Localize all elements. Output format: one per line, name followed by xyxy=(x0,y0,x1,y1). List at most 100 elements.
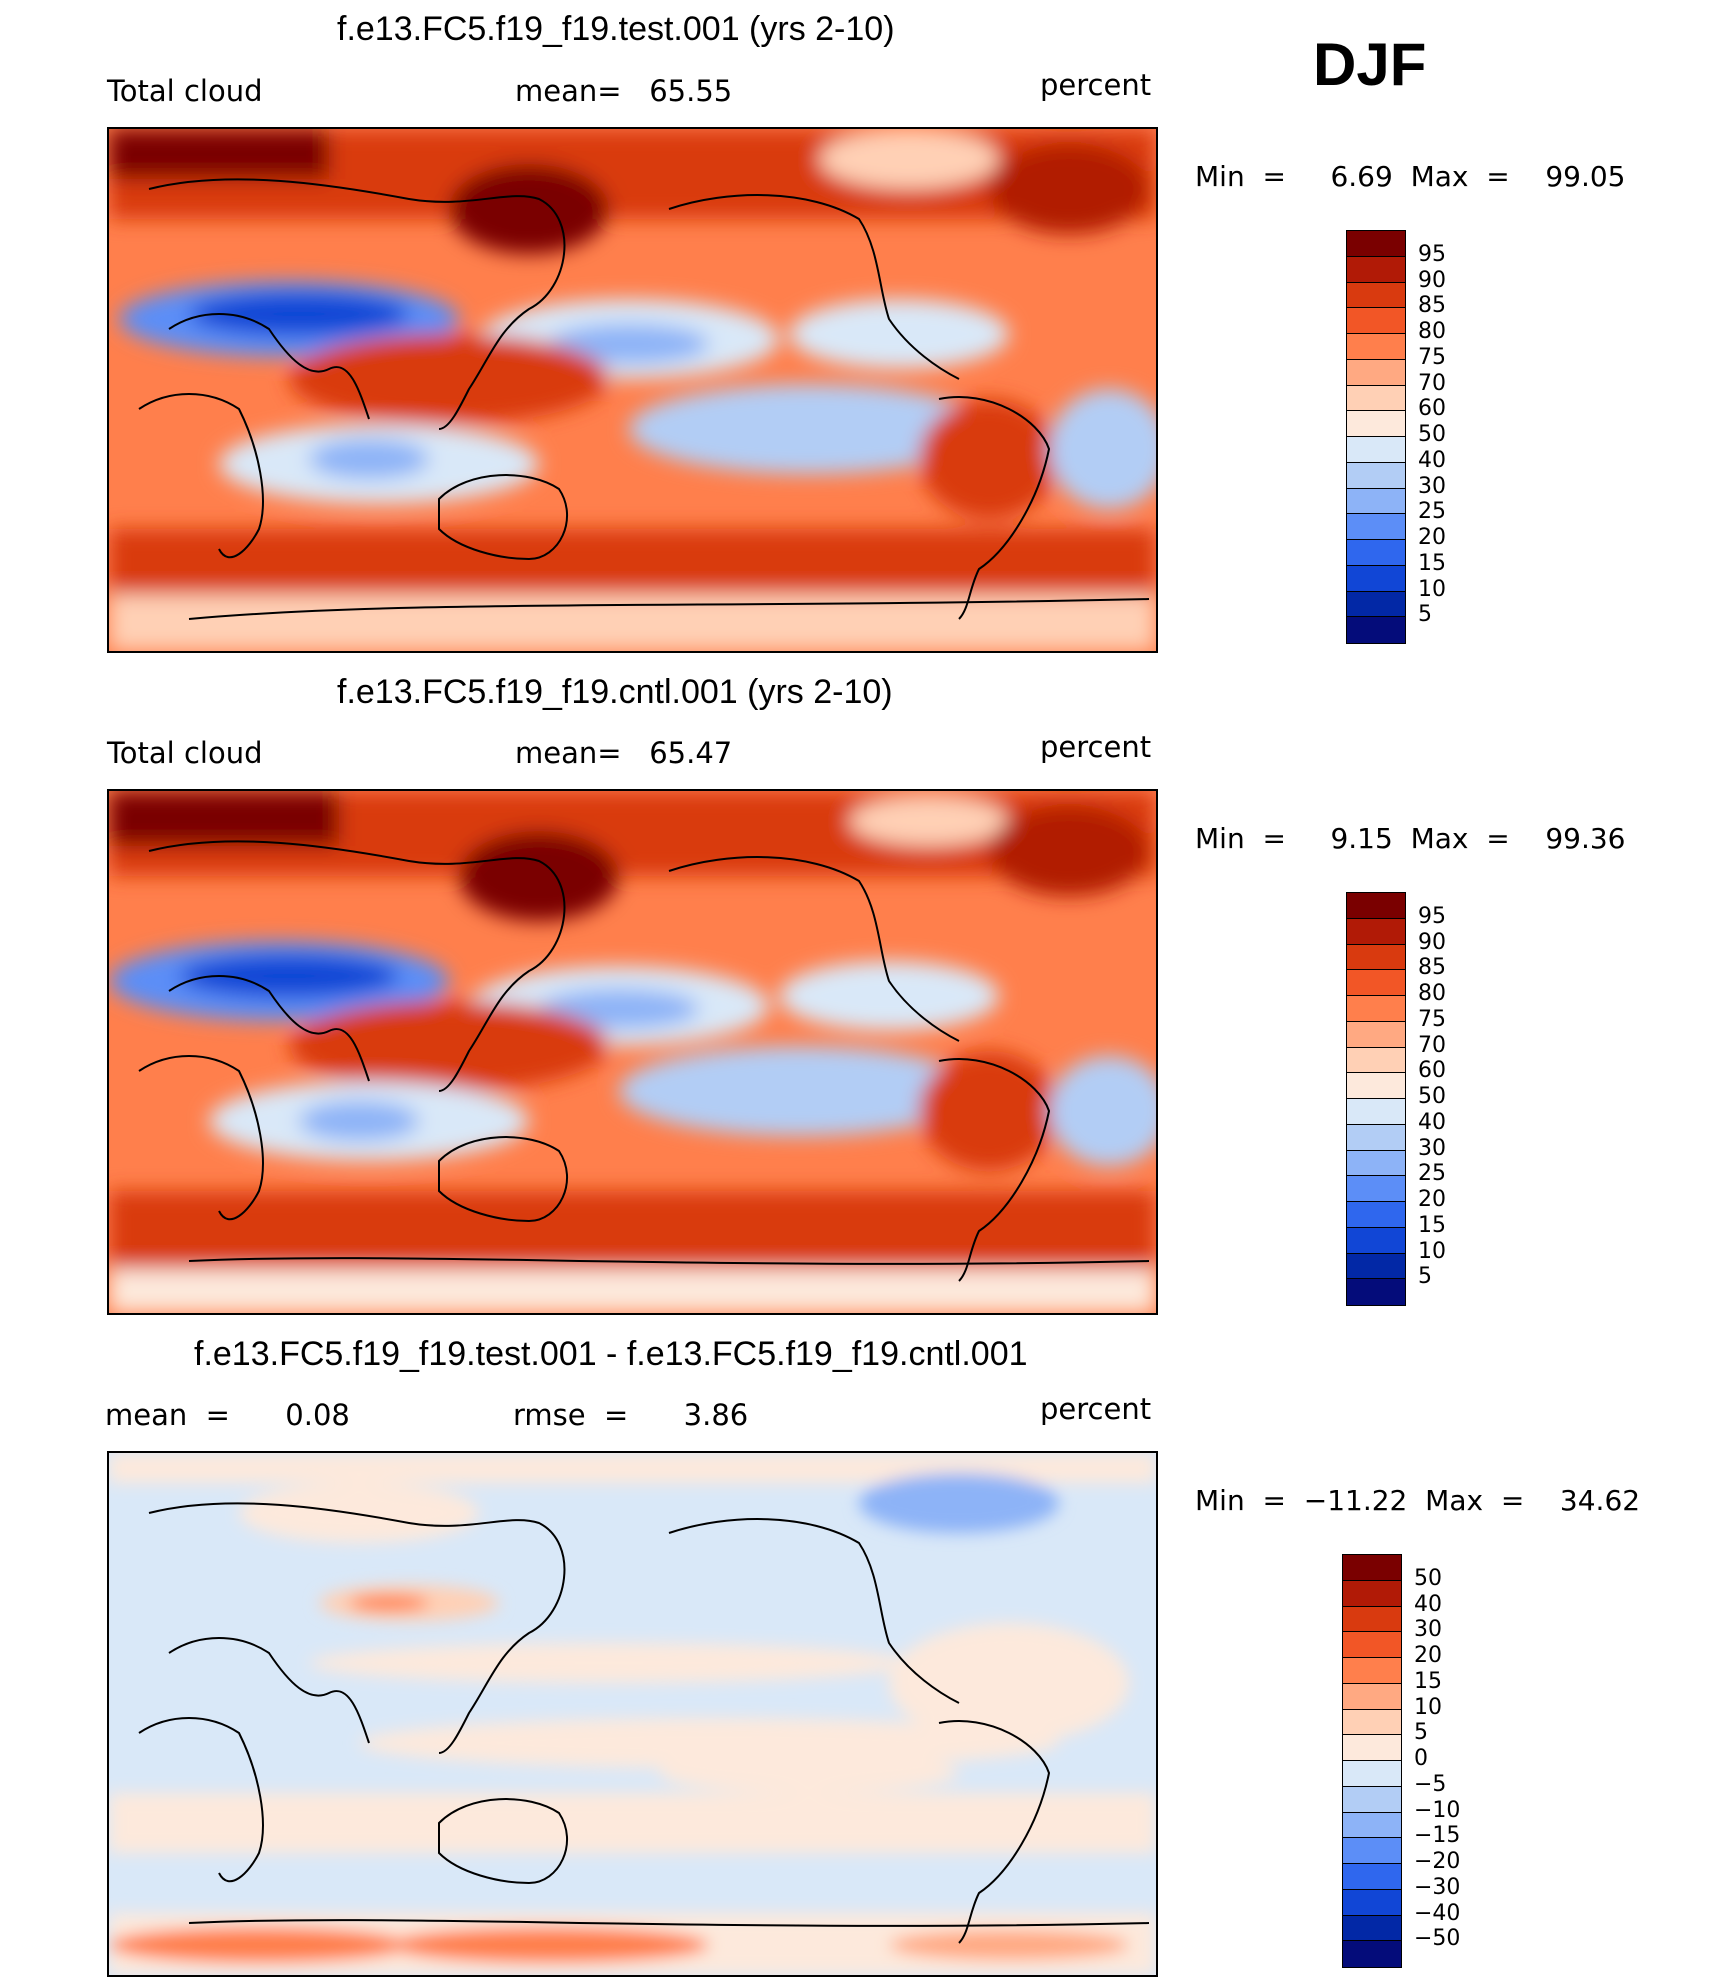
colorbar-test xyxy=(1346,230,1406,644)
colorbar-swatch xyxy=(1343,1735,1401,1761)
colorbar-swatch xyxy=(1343,1632,1401,1658)
panel-test-left-label: Total cloud xyxy=(107,74,263,108)
colorbar-swatch xyxy=(1343,1889,1401,1916)
colorbar-swatch xyxy=(1347,231,1405,257)
colorbar-swatch xyxy=(1347,996,1405,1022)
colorbar-swatch xyxy=(1347,1202,1405,1228)
colorbar-swatch xyxy=(1347,540,1405,566)
colorbar-swatch xyxy=(1343,1555,1401,1581)
colorbar-tick-label: 50 xyxy=(1414,1565,1442,1591)
colorbar-tick-label: −30 xyxy=(1414,1874,1461,1900)
colorbar-tick-label: 20 xyxy=(1414,1643,1442,1668)
colorbar-swatch xyxy=(1347,1021,1405,1048)
panel-cntl-left-label: Total cloud xyxy=(107,736,263,770)
colorbar-tick-label: −15 xyxy=(1414,1823,1461,1849)
colorbar-tick-label: 10 xyxy=(1418,1238,1446,1264)
colorbar-tick-label: 70 xyxy=(1418,370,1446,396)
colorbar-tick-label: 5 xyxy=(1418,602,1432,628)
colorbar-tick-label: 20 xyxy=(1418,525,1446,550)
colorbar-tick-label: 10 xyxy=(1418,576,1446,602)
colorbar-swatch xyxy=(1347,385,1405,412)
colorbar-tick-label: 95 xyxy=(1418,903,1446,929)
colorbar-tick-label: 20 xyxy=(1418,1187,1446,1212)
panel-test-right-label: percent xyxy=(1040,68,1152,102)
colorbar-swatch xyxy=(1347,437,1405,463)
colorbar-swatch xyxy=(1347,1150,1405,1177)
colorbar-swatch xyxy=(1347,334,1405,360)
map-cntl xyxy=(107,789,1158,1315)
colorbar-tick-label: 95 xyxy=(1418,241,1446,267)
colorbar-swatch xyxy=(1343,1658,1401,1684)
colorbar-swatch xyxy=(1343,1915,1401,1942)
colorbar-swatch xyxy=(1347,565,1405,592)
colorbar-swatch xyxy=(1347,1047,1405,1074)
colorbar-tick-label: 15 xyxy=(1418,1212,1446,1238)
colorbar-tick-label: 60 xyxy=(1418,1058,1446,1084)
colorbar-tick-label: 25 xyxy=(1418,499,1446,525)
colorbar-tick-label: −10 xyxy=(1414,1797,1461,1823)
colorbar-swatch xyxy=(1343,1580,1401,1607)
colorbar-tick-label: 10 xyxy=(1414,1694,1442,1720)
panel-test-title: f.e13.FC5.f19_f19.test.001 (yrs 2-10) xyxy=(337,10,895,48)
colorbar-tick-label: 50 xyxy=(1418,422,1446,447)
panel-cntl-right-label: percent xyxy=(1040,730,1152,764)
colorbar-tick-label: 75 xyxy=(1418,1006,1446,1032)
colorbar-swatch xyxy=(1347,617,1405,643)
colorbar-swatch xyxy=(1347,918,1405,945)
colorbar-swatch xyxy=(1347,944,1405,971)
colorbar-tick-label: −5 xyxy=(1414,1771,1447,1797)
colorbar-diff xyxy=(1342,1554,1402,1968)
colorbar-tick-label: 85 xyxy=(1418,955,1446,981)
colorbar-swatch xyxy=(1343,1941,1401,1967)
colorbar-swatch xyxy=(1347,359,1405,386)
colorbar-tick-label: 85 xyxy=(1418,293,1446,319)
colorbar-tick-label: 40 xyxy=(1418,1109,1446,1135)
colorbar-tick-label: −20 xyxy=(1414,1849,1461,1874)
colorbar-tick-label: 30 xyxy=(1418,473,1446,499)
colorbar-tick-label: 80 xyxy=(1418,319,1446,344)
colorbar-swatch xyxy=(1347,256,1405,283)
colorbar-swatch xyxy=(1347,1099,1405,1125)
colorbar-tick-label: 30 xyxy=(1414,1617,1442,1643)
colorbar-swatch xyxy=(1343,1761,1401,1787)
colorbar-tick-label: 90 xyxy=(1418,929,1446,955)
colorbar-swatch xyxy=(1343,1683,1401,1710)
colorbar-tick-label: 60 xyxy=(1418,396,1446,422)
panel-cntl-title: f.e13.FC5.f19_f19.cntl.001 (yrs 2-10) xyxy=(337,673,893,711)
panel-test-center-label: mean= 65.55 xyxy=(515,74,733,108)
colorbar-tick-label: 70 xyxy=(1418,1032,1446,1058)
colorbar-tick-label: −40 xyxy=(1414,1900,1461,1926)
colorbar-tick-label: 5 xyxy=(1418,1264,1432,1290)
panel-test-minmax: Min = 6.69 Max = 99.05 xyxy=(1195,160,1626,193)
colorbar-tick-label: 80 xyxy=(1418,981,1446,1006)
panel-diff-title: f.e13.FC5.f19_f19.test.001 - f.e13.FC5.f… xyxy=(194,1335,1028,1373)
colorbar-tick-label: 40 xyxy=(1418,447,1446,473)
panel-diff-left-label: mean = 0.08 xyxy=(105,1398,350,1432)
colorbar-swatch xyxy=(1343,1709,1401,1736)
colorbar-swatch xyxy=(1347,970,1405,996)
colorbar-cntl xyxy=(1346,892,1406,1306)
colorbar-swatch xyxy=(1347,282,1405,309)
colorbar-swatch xyxy=(1343,1786,1401,1813)
colorbar-tick-label: 50 xyxy=(1418,1084,1446,1109)
colorbar-swatch xyxy=(1347,591,1405,618)
colorbar-swatch xyxy=(1343,1606,1401,1633)
panel-diff-minmax: Min = −11.22 Max = 34.62 xyxy=(1195,1484,1641,1517)
colorbar-tick-label: 30 xyxy=(1418,1135,1446,1161)
colorbar-swatch xyxy=(1347,411,1405,437)
colorbar-tick-label: −50 xyxy=(1414,1926,1461,1952)
colorbar-swatch xyxy=(1347,1279,1405,1305)
map-diff xyxy=(107,1451,1158,1977)
colorbar-tick-label: 5 xyxy=(1414,1720,1428,1746)
colorbar-swatch xyxy=(1347,1176,1405,1202)
colorbar-swatch xyxy=(1347,1073,1405,1099)
colorbar-tick-label: 15 xyxy=(1418,550,1446,576)
colorbar-tick-label: 40 xyxy=(1414,1591,1442,1617)
colorbar-swatch xyxy=(1343,1838,1401,1864)
colorbar-tick-label: 25 xyxy=(1418,1161,1446,1187)
panel-diff-center-label: rmse = 3.86 xyxy=(513,1398,749,1432)
colorbar-swatch xyxy=(1347,1124,1405,1151)
colorbar-swatch xyxy=(1347,308,1405,334)
colorbar-swatch xyxy=(1347,462,1405,489)
map-test xyxy=(107,127,1158,653)
